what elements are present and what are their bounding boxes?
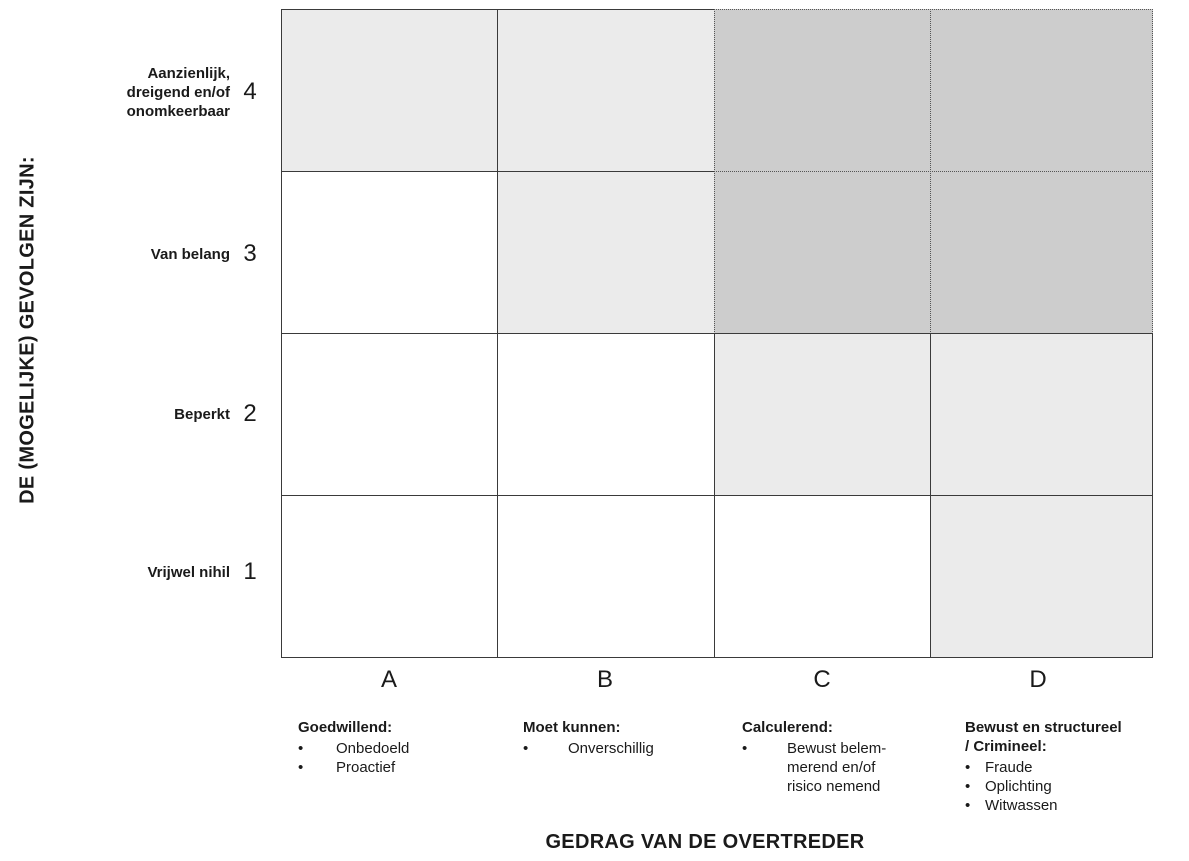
list-item: Bewust belem- merend en/of risico nemend (742, 739, 932, 796)
row-label-3: Van belang (80, 245, 230, 264)
cell-B4 (497, 9, 715, 172)
row-label-3-line-1: Van belang (150, 246, 230, 263)
cell-B2 (497, 333, 715, 496)
cell-A1 (281, 495, 498, 658)
column-title-D-line-2: / Crimineel: (965, 738, 1047, 755)
row-number-2: 2 (243, 400, 257, 427)
column-items-C: Bewust belem- merend en/of risico nemend (742, 739, 932, 796)
cell-D1 (930, 495, 1153, 658)
cell-A2 (281, 333, 498, 496)
column-desc-D: Bewust en structureel / Crimineel: Fraud… (965, 718, 1180, 815)
column-title-D-line-1: Bewust en structureel (965, 719, 1122, 736)
row-label-1: Vrijwel nihil (80, 563, 230, 582)
cell-C4 (714, 9, 931, 172)
column-items-B: Onverschillig (523, 739, 713, 758)
row-label-1-line-1: Vrijwel nihil (147, 564, 230, 581)
row-number-3: 3 (243, 240, 257, 267)
cell-A3 (281, 171, 498, 334)
row-number-1: 1 (243, 558, 257, 585)
x-axis-title: GEDRAG VAN DE OVERTREDER (545, 831, 865, 853)
column-desc-B: Moet kunnen: Onverschillig (523, 718, 713, 758)
row-label-4: Aanzienlijk, dreigend en/of onomkeerbaar (80, 64, 230, 121)
row-label-4-line-2: dreigend en/of (126, 84, 230, 101)
column-items-A: Onbedoeld Proactief (298, 739, 488, 777)
list-item: Proactief (298, 758, 488, 777)
cell-C2 (714, 333, 931, 496)
column-desc-A: Goedwillend: Onbedoeld Proactief (298, 718, 488, 777)
row-label-2: Beperkt (80, 405, 230, 424)
cell-D4 (930, 9, 1153, 172)
column-letter-C: C (813, 666, 831, 693)
list-item: Fraude (965, 758, 1180, 777)
column-letter-B: B (596, 666, 613, 693)
y-axis-title-text: DE (MOGELIJKE) GEVOLGEN ZIJN: (16, 156, 39, 504)
cell-B1 (497, 495, 715, 658)
column-letter-D: D (1029, 666, 1047, 693)
column-desc-C: Calculerend: Bewust belem- merend en/of … (742, 718, 932, 796)
cell-C3 (714, 171, 931, 334)
cell-C1 (714, 495, 931, 658)
column-letter-A: A (380, 666, 397, 693)
list-item: Oplichting (965, 777, 1180, 796)
cell-D3 (930, 171, 1153, 334)
cell-B3 (497, 171, 715, 334)
column-title-B: Moet kunnen: (523, 719, 621, 736)
row-number-4: 4 (243, 78, 257, 105)
list-item: Witwassen (965, 796, 1180, 815)
row-label-4-line-1: Aanzienlijk, (147, 65, 230, 82)
column-items-D: Fraude Oplichting Witwassen (965, 758, 1180, 815)
column-title-A: Goedwillend: (298, 719, 393, 736)
list-item: Onbedoeld (298, 739, 488, 758)
list-item: Onverschillig (523, 739, 713, 758)
cell-D2 (930, 333, 1153, 496)
row-label-2-line-1: Beperkt (174, 406, 230, 423)
row-label-4-line-3: onomkeerbaar (126, 103, 230, 120)
column-title-C: Calculerend: (742, 719, 833, 736)
cell-A4 (281, 9, 498, 172)
